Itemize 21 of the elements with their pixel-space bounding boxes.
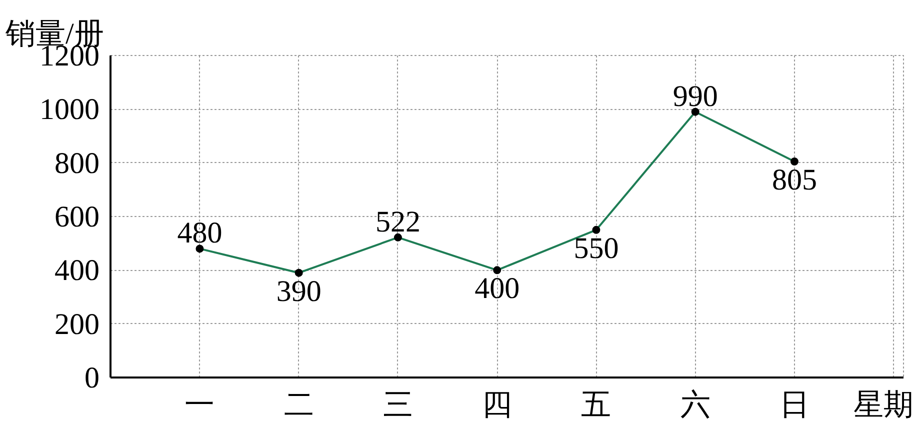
data-label: 990 xyxy=(672,80,718,113)
x-axis-title: 星期 xyxy=(854,388,913,422)
data-label: 400 xyxy=(474,272,520,306)
x-tick-label: 四 xyxy=(482,388,512,422)
x-tick-label: 六 xyxy=(680,388,710,422)
x-tick-label: 三 xyxy=(382,388,413,422)
y-tick-label: 800 xyxy=(54,146,100,180)
data-label: 390 xyxy=(276,274,322,308)
y-tick-label: 400 xyxy=(54,254,100,288)
data-label: 480 xyxy=(177,216,222,250)
y-tick-label: 200 xyxy=(54,308,100,341)
x-tick-label: 一 xyxy=(184,388,215,422)
data-label: 805 xyxy=(772,163,817,196)
y-tick-label: 1000 xyxy=(40,93,100,126)
y-tick-label: 600 xyxy=(54,200,100,234)
x-tick-label: 日 xyxy=(779,388,810,422)
x-tick-label: 五 xyxy=(581,388,612,422)
x-tick-label: 二 xyxy=(284,388,314,422)
data-label: 522 xyxy=(375,205,420,238)
y-tick-label: 0 xyxy=(84,362,100,394)
data-label: 550 xyxy=(574,232,619,265)
